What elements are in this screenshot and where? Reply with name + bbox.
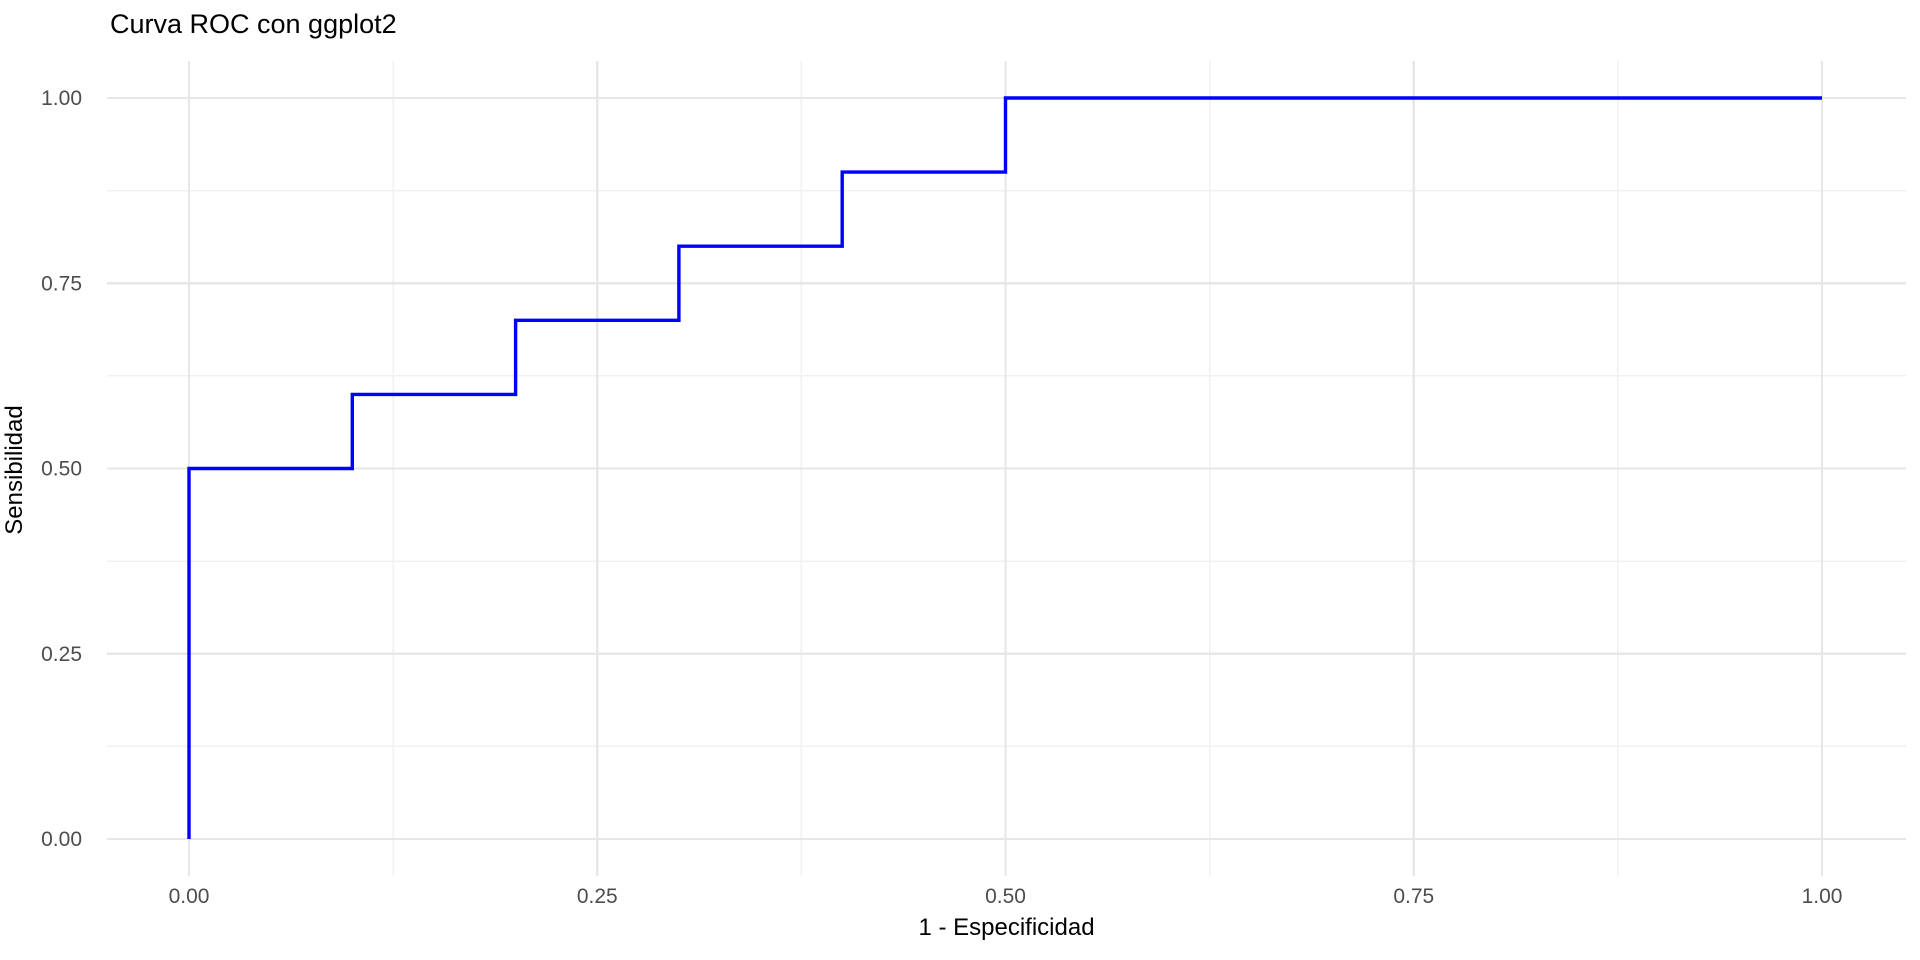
roc-curve-line [187,96,1822,839]
x-tick-label: 0.75 [1393,885,1434,908]
y-axis-title: Sensibilidad [1,405,28,535]
y-tick-label: 0.00 [41,828,82,851]
x-tick-label: 0.50 [985,885,1026,908]
y-tick-label: 0.25 [41,643,82,666]
y-tick-label: 0.50 [41,458,82,481]
y-tick-label: 1.00 [41,87,82,110]
x-tick-label: 1.00 [1802,885,1843,908]
y-tick-label: 0.75 [41,272,82,295]
x-tick-label: 0.25 [577,885,618,908]
x-tick-label: 0.00 [169,885,210,908]
chart-title: Curva ROC con ggplot2 [110,9,397,39]
x-axis-title: 1 - Especificidad [918,914,1095,941]
